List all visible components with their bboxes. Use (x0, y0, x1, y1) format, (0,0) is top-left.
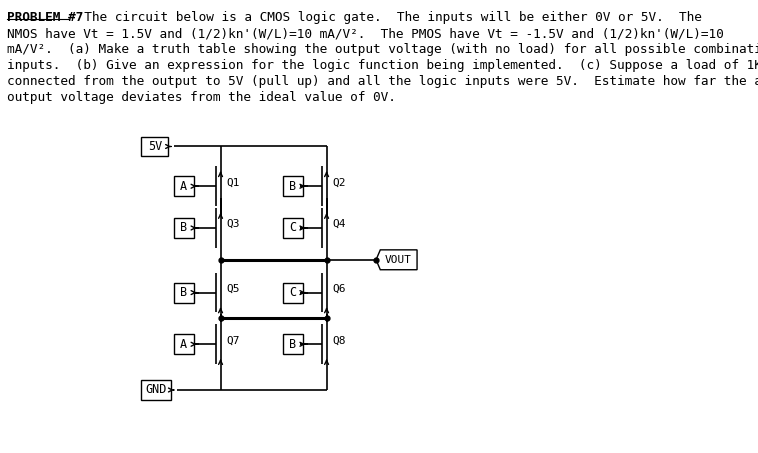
Text: C: C (289, 286, 296, 299)
Polygon shape (376, 250, 417, 270)
Bar (283, 176, 302, 196)
Text: 5V: 5V (148, 140, 162, 153)
Text: Q7: Q7 (226, 335, 240, 345)
Text: GND: GND (146, 384, 167, 396)
Text: mA/V².  (a) Make a truth table showing the output voltage (with no load) for all: mA/V². (a) Make a truth table showing th… (7, 43, 758, 56)
Bar (283, 283, 302, 303)
Text: NMOS have Vt = 1.5V and (1/2)kn'(W/L)=10 mA/V².  The PMOS have Vt = -1.5V and (1: NMOS have Vt = 1.5V and (1/2)kn'(W/L)=10… (7, 27, 724, 40)
Text: inputs.  (b) Give an expression for the logic function being implemented.  (c) S: inputs. (b) Give an expression for the l… (7, 59, 758, 72)
Bar (174, 218, 194, 238)
Text: Q3: Q3 (226, 219, 240, 229)
Bar (283, 218, 302, 238)
Bar (174, 334, 194, 354)
Bar (174, 176, 194, 196)
Text: VOUT: VOUT (385, 255, 412, 265)
Text: B: B (289, 338, 296, 351)
Text: The circuit below is a CMOS logic gate.  The inputs will be either 0V or 5V.  Th: The circuit below is a CMOS logic gate. … (68, 11, 701, 24)
Text: B: B (180, 222, 187, 235)
Text: B: B (180, 286, 187, 299)
Bar (141, 380, 171, 400)
Text: Q1: Q1 (226, 177, 240, 187)
Bar (174, 283, 194, 303)
Bar (141, 136, 168, 156)
Bar (283, 334, 302, 354)
Text: A: A (180, 338, 187, 351)
Text: C: C (289, 222, 296, 235)
Text: Q2: Q2 (332, 177, 346, 187)
Text: connected from the output to 5V (pull up) and all the logic inputs were 5V.  Est: connected from the output to 5V (pull up… (7, 75, 758, 88)
Text: Q6: Q6 (332, 284, 346, 294)
Text: Q8: Q8 (332, 335, 346, 345)
Text: B: B (289, 180, 296, 193)
Text: Q5: Q5 (226, 284, 240, 294)
Text: PROBLEM #7: PROBLEM #7 (7, 11, 83, 24)
Text: Q4: Q4 (332, 219, 346, 229)
Text: A: A (180, 180, 187, 193)
Text: output voltage deviates from the ideal value of 0V.: output voltage deviates from the ideal v… (7, 91, 396, 104)
